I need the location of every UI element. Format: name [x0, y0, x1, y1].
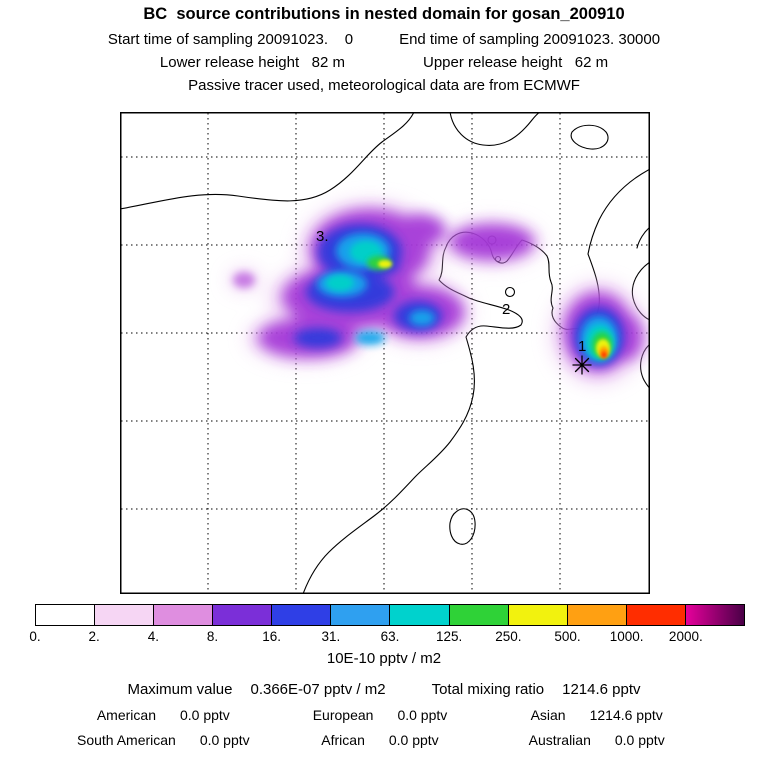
source-label-3: 3.	[316, 228, 329, 245]
colorbar-tick-label: 500.	[554, 629, 581, 644]
colorbar-tick-label: 2.	[88, 629, 100, 644]
maximum-value-label: Maximum value	[127, 681, 233, 698]
receptor-star-icon	[572, 355, 592, 375]
small-island-2	[504, 286, 516, 298]
tracer-note-text: Passive tracer used, meteorological data…	[188, 77, 580, 94]
lower-release-text: Lower release height 82 m	[159, 54, 345, 71]
map-border	[120, 112, 650, 594]
total-mixing-ratio-stat: Total mixing ratio 1214.6 pptv	[432, 681, 641, 698]
colorbar-cell	[330, 605, 390, 625]
release-heights-line: Lower release height 82 m Upper release …	[0, 54, 768, 71]
source-label-2: 2	[502, 301, 511, 318]
plume-layers	[228, 200, 649, 385]
colorbar-cell	[212, 605, 272, 625]
sampling-end-text: End time of sampling 20091023. 30000	[399, 31, 661, 48]
region-label: Asian	[530, 707, 566, 723]
colorbar-cell	[566, 605, 626, 625]
region-stat-australian: Australian 0.0 pptv	[488, 732, 705, 748]
page-title: BC source contributions in nested domain…	[143, 5, 625, 23]
region-value: 1214.6 pptv	[589, 707, 663, 723]
region-label: European	[312, 707, 374, 723]
border-northeast	[449, 113, 539, 146]
colorbar-cell	[94, 605, 154, 625]
colorbar-cell	[389, 605, 449, 625]
colorbar-tick-label: 125.	[436, 629, 463, 644]
region-label: American	[96, 707, 156, 723]
sampling-times-line: Start time of sampling 20091023. 0 End t…	[0, 31, 768, 48]
region-stat-european: European 0.0 pptv	[272, 707, 489, 723]
sampling-start-text: Start time of sampling 20091023. 0	[107, 31, 354, 48]
region-value: 0.0 pptv	[397, 707, 448, 723]
border-north	[121, 113, 414, 210]
region-stat-asian: Asian 1214.6 pptv	[488, 707, 705, 723]
colorbar-cell	[448, 605, 508, 625]
region-contributions-table: American 0.0 pptv European 0.0 pptv Asia…	[55, 707, 705, 748]
region-stat-american: American 0.0 pptv	[55, 707, 272, 723]
plume-purple-isolated-patch	[233, 272, 255, 288]
region-label: South American	[76, 732, 176, 748]
colorbar-cell	[153, 605, 213, 625]
colorbar-tick-label: 8.	[206, 629, 219, 644]
source-label-1: 1	[578, 338, 587, 355]
region-value: 0.0 pptv	[199, 732, 250, 748]
region-value: 0.0 pptv	[179, 707, 230, 723]
map-svg	[120, 112, 650, 594]
region-label: African	[321, 732, 365, 748]
colorbar-tick-label: 31.	[321, 629, 341, 644]
upper-release-text: Upper release height 62 m	[423, 54, 609, 71]
taiwan-island	[449, 508, 476, 545]
region-value: 0.0 pptv	[614, 732, 665, 748]
maximum-value-value: 0.366E-07 pptv / m2	[250, 681, 386, 698]
region-value: 0.0 pptv	[388, 732, 439, 748]
colorbar-cell	[507, 605, 567, 625]
region-stat-african: African 0.0 pptv	[272, 732, 489, 748]
maximum-value-stat: Maximum value 0.366E-07 pptv / m2	[127, 681, 385, 698]
colorbar-tick-label: 2000.	[668, 629, 703, 644]
map-panel: 3. 2 1	[120, 112, 650, 594]
summary-stats-line: Maximum value 0.366E-07 pptv / m2 Total …	[0, 681, 768, 698]
total-mixing-ratio-value: 1214.6 pptv	[562, 681, 641, 698]
colorbar-tick-label: 0.	[29, 629, 41, 644]
colorbar-cell	[625, 605, 685, 625]
tracer-note-line: Passive tracer used, meteorological data…	[0, 77, 768, 94]
colorbar-cell	[684, 605, 744, 625]
japan-coast-1	[636, 227, 649, 249]
island-northeast	[570, 124, 609, 150]
colorbar-tick-label: 16.	[262, 629, 282, 644]
colorbar-cell	[271, 605, 331, 625]
colorbar-tick-label: 1000.	[609, 629, 644, 644]
region-label: Australian	[528, 732, 591, 748]
region-stat-south-american: South American 0.0 pptv	[55, 732, 272, 748]
total-mixing-ratio-label: Total mixing ratio	[431, 681, 545, 698]
colorbar-tick-label: 4.	[147, 629, 159, 644]
plume-red-core	[601, 351, 607, 359]
colorbar-cell	[36, 605, 95, 625]
colorbar-ticks: 0. 2. 4. 8. 16. 31. 63. 125. 250. 500. 1000. 2000.	[29, 629, 745, 646]
colorbar	[35, 604, 745, 626]
colorbar-tick-label: 63.	[380, 629, 400, 644]
colorbar-units-label: 10E-10 pptv / m2	[326, 650, 442, 667]
colorbar-tick-label: 250.	[495, 629, 522, 644]
